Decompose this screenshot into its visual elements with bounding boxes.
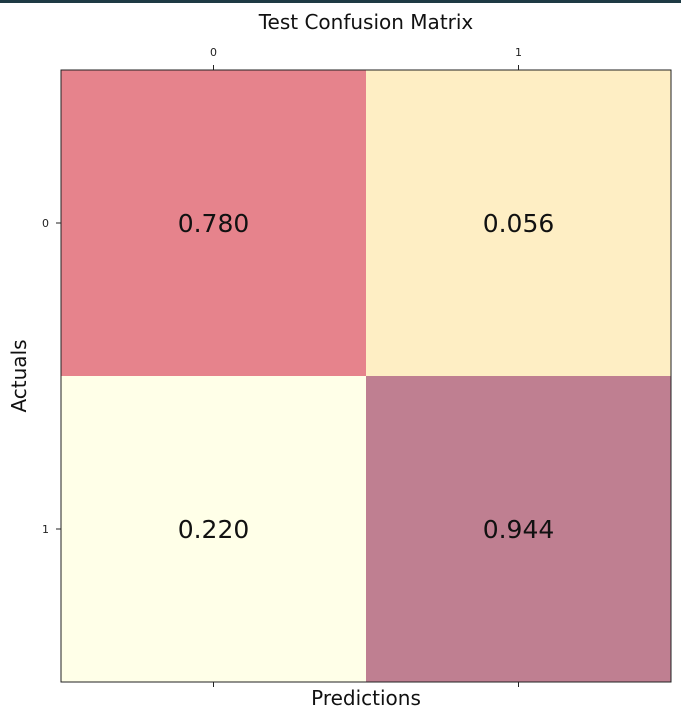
x-tick-label-1: 1 — [515, 46, 522, 59]
cell-r1-c0 — [61, 376, 366, 682]
top-window-bar — [0, 0, 681, 3]
axis-ticks: 0 1 0 1 — [42, 46, 522, 687]
cell-value-r1-c0: 0.220 — [178, 515, 250, 544]
cell-r0-c1 — [366, 70, 671, 376]
plot-frame — [60, 69, 672, 683]
cell-r0-c0 — [61, 70, 366, 376]
cell-value-r1-c1: 0.944 — [483, 515, 555, 544]
x-tick-label-0: 0 — [210, 46, 217, 59]
heatmap-cells: 0.780 0.056 0.220 0.944 — [61, 70, 671, 682]
cell-value-r0-c1: 0.056 — [483, 209, 555, 238]
y-tick-label-1: 1 — [42, 523, 49, 536]
x-axis-label: Predictions — [311, 686, 421, 710]
y-axis-label: Actuals — [7, 339, 31, 412]
cell-r1-c1 — [366, 376, 671, 682]
chart-title: Test Confusion Matrix — [258, 10, 474, 34]
cell-value-r0-c0: 0.780 — [178, 209, 250, 238]
y-tick-label-0: 0 — [42, 217, 49, 230]
